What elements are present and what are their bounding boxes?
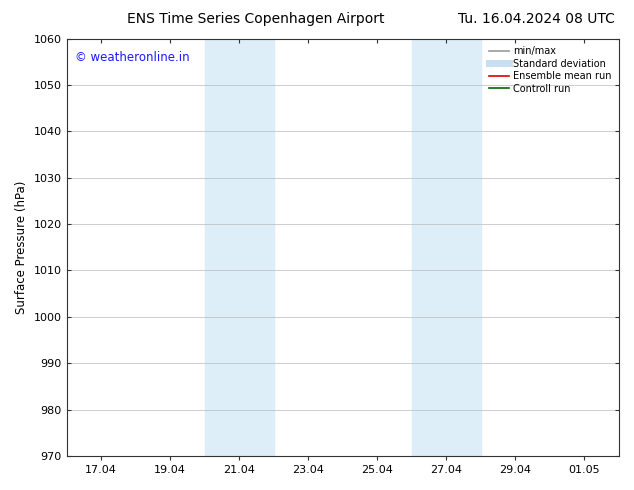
Bar xyxy=(205,39,274,456)
Y-axis label: Surface Pressure (hPa): Surface Pressure (hPa) xyxy=(15,181,28,314)
Bar xyxy=(412,39,481,456)
Legend: min/max, Standard deviation, Ensemble mean run, Controll run: min/max, Standard deviation, Ensemble me… xyxy=(486,44,614,97)
Text: ENS Time Series Copenhagen Airport: ENS Time Series Copenhagen Airport xyxy=(127,12,384,26)
Text: Tu. 16.04.2024 08 UTC: Tu. 16.04.2024 08 UTC xyxy=(458,12,615,26)
Text: © weatheronline.in: © weatheronline.in xyxy=(75,51,190,64)
